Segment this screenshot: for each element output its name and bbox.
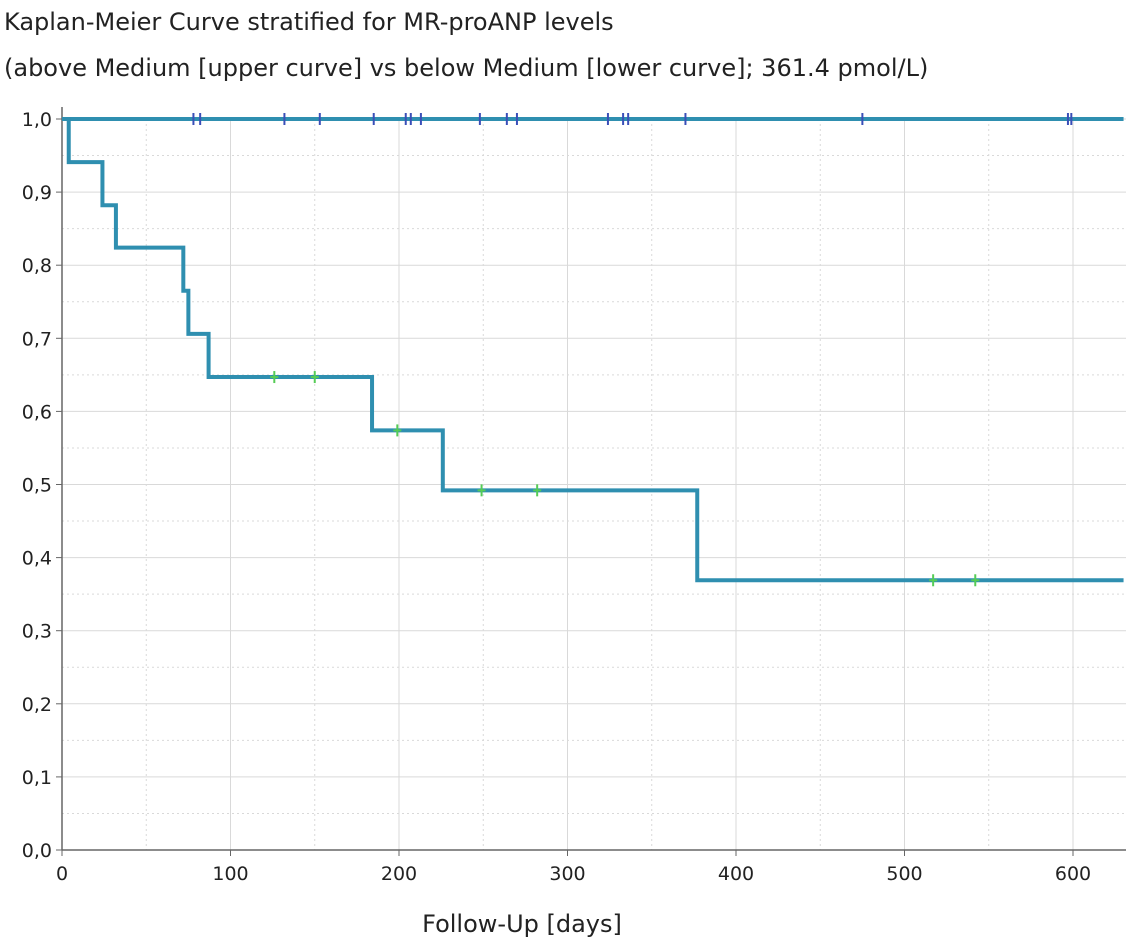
- y-tick-label: 0,4: [22, 548, 52, 570]
- x-tick-label: 0: [56, 863, 68, 885]
- lower-curve: [62, 117, 1124, 583]
- x-tick-label: 600: [1055, 863, 1091, 885]
- y-tick-label: 0,1: [22, 767, 52, 789]
- y-tick-label: 0,6: [22, 401, 52, 423]
- censor-marks: [192, 113, 1073, 587]
- y-tick-label: 0,9: [22, 182, 52, 204]
- x-tick-label: 300: [549, 863, 585, 885]
- grid-layer: [62, 118, 1126, 850]
- x-tick-label: 100: [212, 863, 248, 885]
- series-layer: [62, 117, 1124, 583]
- x-axis-label: Follow-Up [days]: [422, 910, 622, 938]
- axes-layer: [56, 107, 1126, 856]
- y-tick-label: 0,3: [22, 621, 52, 643]
- y-tick-label: 0,2: [22, 694, 52, 716]
- chart-title: Kaplan-Meier Curve stratified for MR-pro…: [4, 8, 614, 36]
- x-tick-label: 400: [718, 863, 754, 885]
- y-tick-label: 0,7: [22, 328, 52, 350]
- y-tick-label: 1,0: [22, 109, 52, 131]
- y-tick-label: 0,8: [22, 255, 52, 277]
- x-tick-label: 500: [886, 863, 922, 885]
- y-tick-label: 0,5: [22, 475, 52, 497]
- x-tick-label: 200: [381, 863, 417, 885]
- y-tick-label: 0,0: [22, 840, 52, 862]
- chart-subtitle: (above Medium [upper curve] vs below Med…: [4, 54, 928, 82]
- tick-labels: 0 100 200 300 400 500 600 0,0 0,1 0,2 0,3 0,4 0,5 0,6…: [22, 109, 1091, 885]
